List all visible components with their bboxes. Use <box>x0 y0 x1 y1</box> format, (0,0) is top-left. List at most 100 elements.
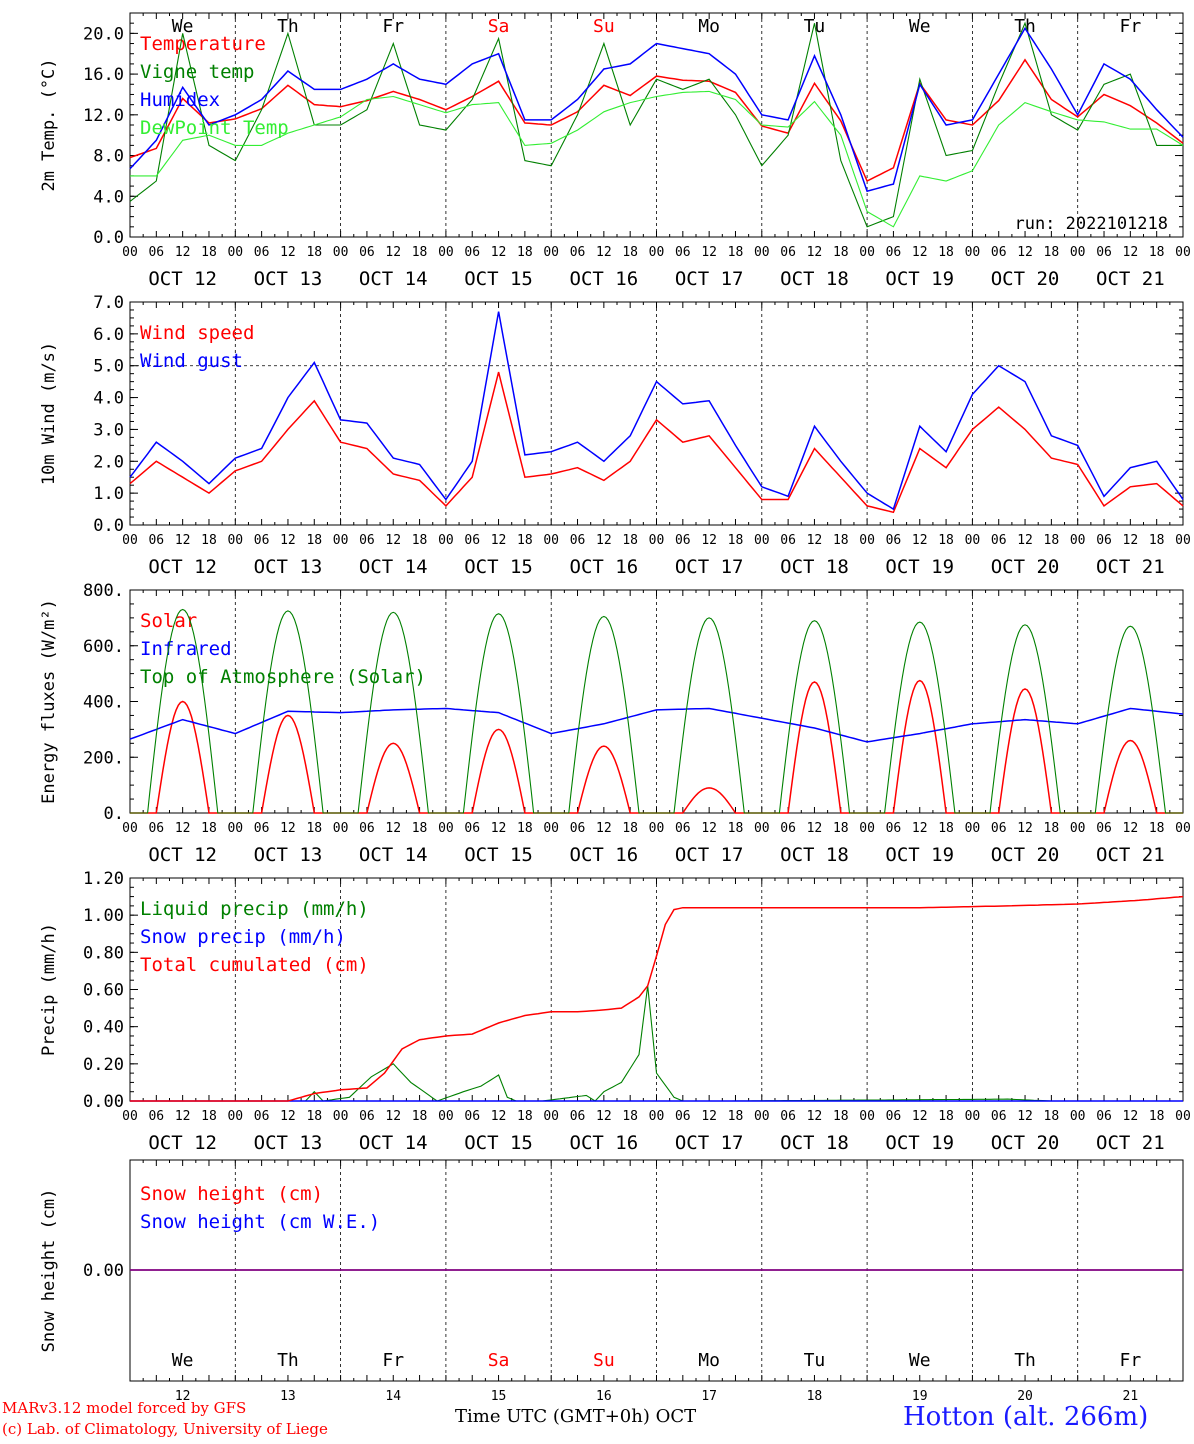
hour-tick-label: 00 <box>754 533 770 548</box>
hour-tick-label: 00 <box>1070 533 1086 548</box>
date-label: OCT 21 <box>1096 1132 1165 1154</box>
hour-tick-label: 12 <box>175 1109 191 1124</box>
hour-tick-label: 12 <box>807 245 823 260</box>
hour-tick-label: 12 <box>385 821 401 836</box>
hour-tick-label: 18 <box>1044 821 1060 836</box>
hour-tick-label: 12 <box>1017 245 1033 260</box>
hour-tick-label: 18 <box>622 821 638 836</box>
date-label: OCT 12 <box>148 844 217 866</box>
date-label: OCT 12 <box>148 1132 217 1154</box>
hour-tick-label: 06 <box>991 533 1007 548</box>
hour-tick-label: 18 <box>622 533 638 548</box>
hour-tick-label: 12 <box>596 533 612 548</box>
hour-tick-label: 18 <box>728 1109 744 1124</box>
hour-tick-label: 12 <box>1017 533 1033 548</box>
hour-tick-label: 18 <box>517 533 533 548</box>
hour-tick-label: 12 <box>491 245 507 260</box>
run-label: run: 2022101218 <box>1014 214 1168 234</box>
date-label: OCT 17 <box>675 844 744 866</box>
hour-tick-label: 12 <box>491 533 507 548</box>
date-label: OCT 19 <box>885 556 954 578</box>
day-name-label: Fr <box>382 16 404 37</box>
hour-tick-label: 06 <box>1096 1109 1112 1124</box>
hour-tick-label: 12 <box>807 533 823 548</box>
date-label: OCT 13 <box>254 268 323 290</box>
y-tick-label: 12.0 <box>83 106 124 126</box>
date-label: OCT 15 <box>464 268 533 290</box>
hour-tick-label: 06 <box>464 533 480 548</box>
hour-tick-label: 12 <box>491 821 507 836</box>
legend-entry: DewPoint Temp <box>140 117 289 139</box>
hour-tick-label: 00 <box>1175 821 1191 836</box>
hour-tick-label: 12 <box>280 821 296 836</box>
hour-tick-label: 12 <box>596 1109 612 1124</box>
y-tick-label: 20.0 <box>83 24 124 44</box>
hour-tick-label: 18 <box>728 245 744 260</box>
day-name-label: Th <box>277 16 299 37</box>
legend-entry: Humidex <box>140 89 220 111</box>
hour-tick-label: 00 <box>333 821 349 836</box>
y-tick-label: 6.0 <box>93 325 124 345</box>
hour-tick-label: 06 <box>254 533 270 548</box>
time-axis-label: Time UTC (GMT+0h) OCT <box>455 1406 697 1427</box>
hour-tick-label: 06 <box>148 245 164 260</box>
panel-energy: 0. 200. 400. 600. 800. Energy fluxes (W/m²) 00… <box>39 581 1191 866</box>
date-label: OCT 14 <box>359 1132 428 1154</box>
panel-frame <box>129 301 1184 526</box>
hour-tick-label: 00 <box>227 533 243 548</box>
hour-tick-label: 18 <box>306 821 322 836</box>
date-label: OCT 15 <box>464 556 533 578</box>
hour-tick-label: 18 <box>728 821 744 836</box>
hour-tick-label: 00 <box>1070 821 1086 836</box>
hour-tick-label: 06 <box>254 821 270 836</box>
hour-tick-label: 18 <box>1149 245 1165 260</box>
hour-tick-label: 18 <box>1044 245 1060 260</box>
day-name-label: Tu <box>804 16 826 37</box>
day-number-label: 18 <box>807 1389 823 1404</box>
hour-tick-label: 00 <box>1070 245 1086 260</box>
hour-tick-label: 06 <box>991 821 1007 836</box>
hour-tick-label: 06 <box>464 245 480 260</box>
series-line-total-cumulated-cm <box>130 895 1184 1102</box>
day-number-label: 19 <box>912 1389 928 1404</box>
hour-tick-label: 18 <box>1044 533 1060 548</box>
hour-tick-label: 06 <box>254 245 270 260</box>
date-label: OCT 19 <box>885 1132 954 1154</box>
hour-tick-label: 00 <box>859 245 875 260</box>
hour-tick-label: 12 <box>912 533 928 548</box>
y-tick-label: 200. <box>83 748 124 768</box>
day-name-label: We <box>909 16 931 37</box>
y-tick-label: 600. <box>83 637 124 657</box>
hour-tick-label: 00 <box>1175 1109 1191 1124</box>
hour-tick-label: 12 <box>1123 821 1139 836</box>
y-tick-label: 0.20 <box>83 1055 124 1075</box>
y-tick-label: 1.00 <box>83 906 124 926</box>
hour-tick-label: 00 <box>965 533 981 548</box>
y-tick-label: 8.0 <box>93 147 124 167</box>
day-name-label: Th <box>1014 16 1036 37</box>
hour-tick-label: 00 <box>227 821 243 836</box>
hour-tick-label: 00 <box>543 821 559 836</box>
y-tick-label: 16.0 <box>83 65 124 85</box>
hour-tick-label: 18 <box>1149 1109 1165 1124</box>
hour-tick-label: 12 <box>1017 821 1033 836</box>
day-number-label: 20 <box>1017 1389 1033 1404</box>
hour-tick-label: 00 <box>1175 245 1191 260</box>
hour-tick-label: 18 <box>833 245 849 260</box>
hour-tick-label: 00 <box>227 245 243 260</box>
hour-tick-label: 06 <box>675 821 691 836</box>
date-label: OCT 18 <box>780 268 849 290</box>
y-tick-label: 800. <box>83 581 124 601</box>
panel-temp: 0.0 4.0 8.0 12.0 16.0 20.0 2m Temp. (°C) 00 06 12… <box>39 12 1191 290</box>
day-name-label: Mo <box>698 16 720 37</box>
hour-tick-label: 12 <box>912 1109 928 1124</box>
hour-tick-label: 18 <box>412 1109 428 1124</box>
hour-tick-label: 06 <box>148 533 164 548</box>
y-tick-label: 2.0 <box>93 452 124 472</box>
day-name-label: We <box>172 16 194 37</box>
hour-tick-label: 00 <box>859 533 875 548</box>
hour-tick-label: 06 <box>780 821 796 836</box>
legend-entry: Top of Atmosphere (Solar) <box>140 666 426 688</box>
model-credit-text: MARv3.12 model forced by GFS <box>2 1399 247 1417</box>
y-tick-label: 0. <box>104 804 124 824</box>
